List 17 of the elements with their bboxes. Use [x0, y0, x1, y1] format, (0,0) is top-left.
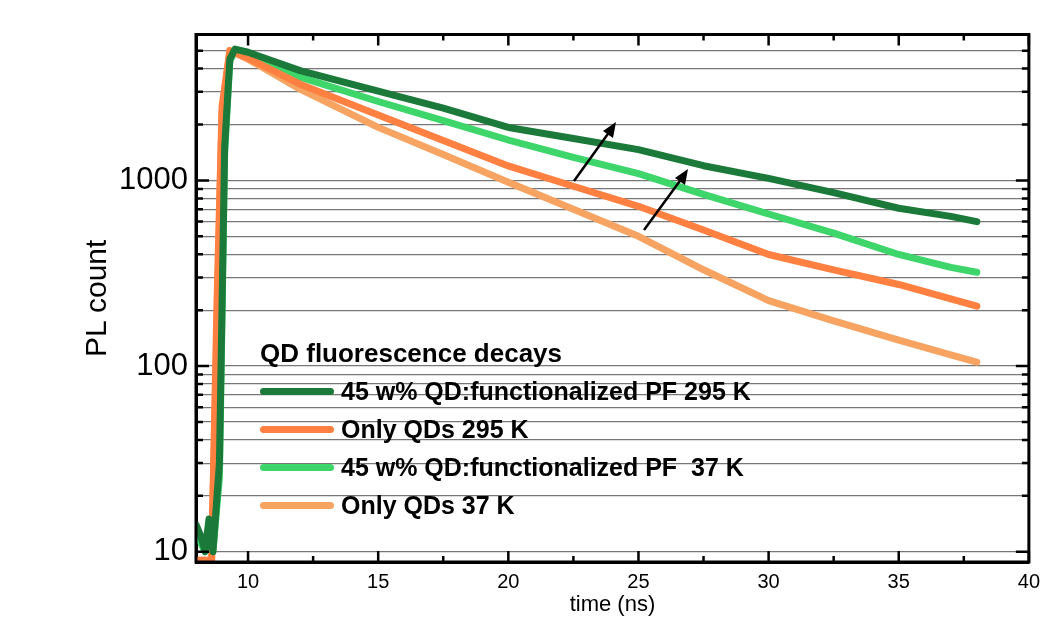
x-tick-label: 25 — [627, 569, 650, 592]
y-tick-label: 10 — [153, 532, 188, 568]
x-tick-label: 35 — [887, 569, 910, 592]
x-tick-label: 15 — [367, 569, 390, 592]
legend-title: QD fluorescence decays — [260, 337, 564, 370]
y-axis-title: PL count — [79, 238, 113, 357]
y-tick-label: 100 — [136, 346, 188, 382]
legend-label: Only QDs 295 K — [341, 414, 529, 444]
x-tick-label: 30 — [757, 569, 780, 592]
legend-label: Only QDs 37 K — [341, 490, 515, 520]
x-tick-label: 10 — [236, 569, 260, 592]
x-tick-label: 40 — [1017, 569, 1040, 592]
x-tick-label: 20 — [497, 569, 520, 592]
x-axis-title: time (ns) — [569, 590, 656, 616]
legend-label: 45 w% QD:functionalized PF 37 K — [341, 452, 744, 482]
legend-label: 45 w% QD:functionalized PF 295 K — [341, 376, 751, 406]
y-tick-label: 1000 — [119, 160, 188, 196]
